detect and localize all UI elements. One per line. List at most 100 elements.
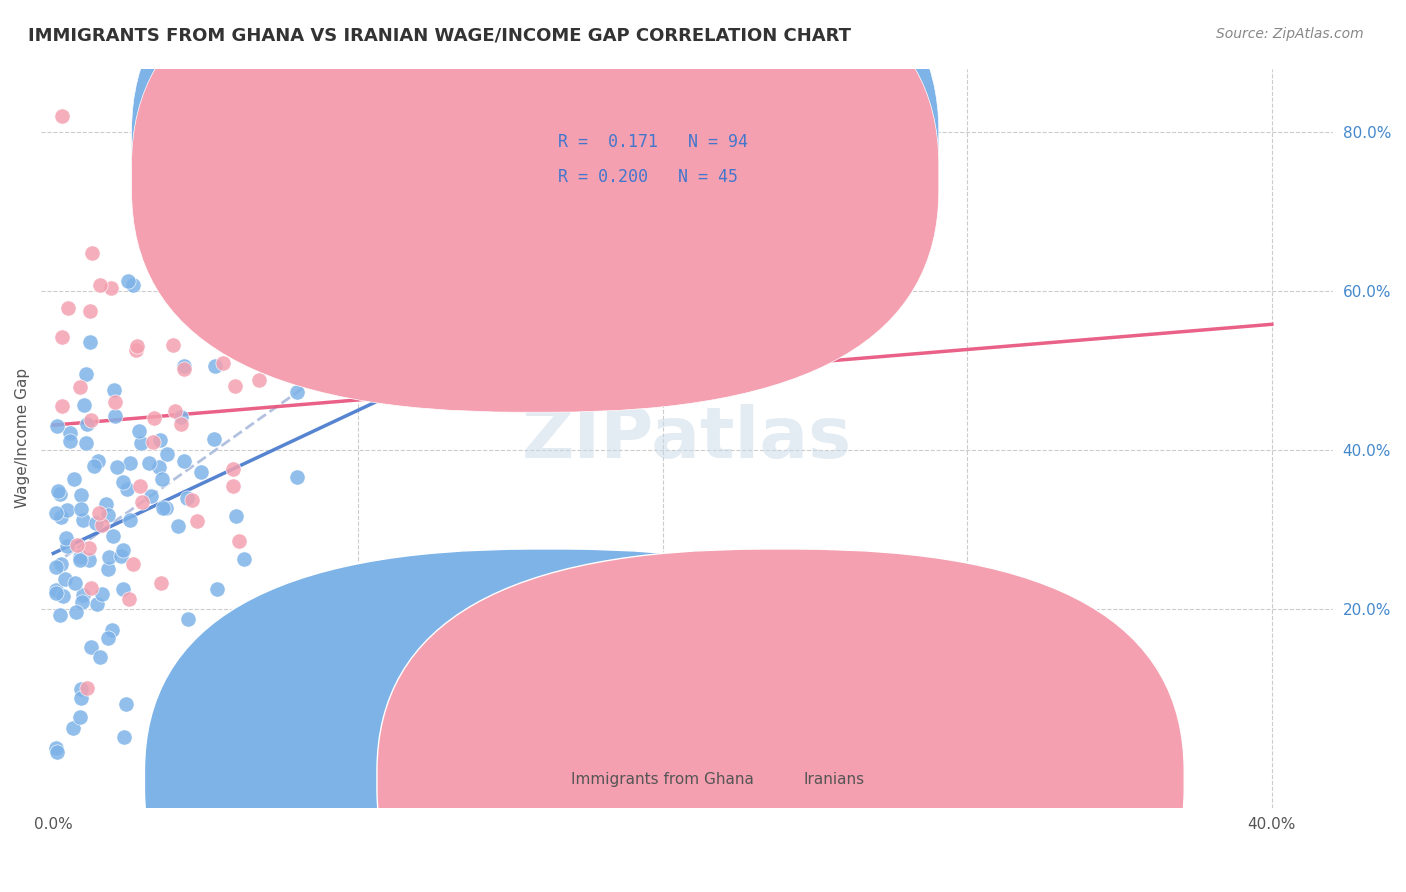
Point (120, 456, 142, 470)
Text: R =  0.171   N = 94: R = 0.171 N = 94 (558, 134, 748, 152)
Point (222, 479, 245, 493)
Point (103, 383, 125, 397)
Point (122, 277, 145, 292)
Point (65, 575, 87, 590)
Point (152, 500, 174, 515)
Point (285, 385, 308, 400)
Point (77, 552, 100, 566)
Point (79, 334, 101, 349)
Point (186, 514, 208, 528)
Point (45, 740, 67, 755)
Point (285, 470, 308, 484)
Point (86, 453, 108, 467)
Point (98, 549, 121, 564)
Text: Iranians: Iranians (803, 772, 865, 787)
Point (72, 588, 94, 602)
Point (148, 459, 170, 474)
Point (110, 549, 132, 563)
Point (72, 513, 94, 527)
Point (264, 189, 287, 203)
Point (406, 593, 429, 607)
Point (276, 359, 298, 374)
Point (75, 435, 97, 450)
Point (228, 533, 250, 548)
Point (46, 419, 69, 434)
Point (207, 582, 229, 596)
Point (80, 245, 103, 260)
FancyBboxPatch shape (145, 549, 952, 892)
Point (69, 379, 91, 393)
Point (142, 434, 165, 449)
Point (162, 337, 184, 351)
Point (115, 482, 138, 496)
Point (232, 552, 254, 566)
Text: ZIPatlas: ZIPatlas (522, 403, 852, 473)
Point (105, 459, 128, 474)
Point (219, 315, 242, 329)
Point (83, 459, 105, 474)
Point (104, 409, 127, 424)
Point (48, 484, 70, 499)
Point (170, 409, 193, 424)
Point (45, 586, 67, 600)
Point (142, 411, 165, 425)
Point (59, 426, 82, 441)
Point (69, 710, 91, 724)
Y-axis label: Wage/Income Gap: Wage/Income Gap (15, 368, 30, 508)
Point (176, 612, 198, 626)
Text: IMMIGRANTS FROM GHANA VS IRANIAN WAGE/INCOME GAP CORRELATION CHART: IMMIGRANTS FROM GHANA VS IRANIAN WAGE/IN… (28, 27, 851, 45)
Point (59, 434, 82, 449)
Point (89, 277, 111, 292)
Point (79, 413, 101, 427)
Point (128, 424, 150, 438)
Point (173, 454, 195, 468)
Point (139, 489, 162, 503)
Point (66, 538, 89, 552)
Point (149, 433, 172, 447)
FancyBboxPatch shape (481, 117, 868, 205)
Point (312, 260, 335, 275)
Point (49, 509, 72, 524)
Point (62, 721, 84, 735)
Point (117, 274, 139, 288)
Point (69, 501, 91, 516)
Point (155, 447, 177, 461)
Point (202, 432, 225, 446)
Point (101, 529, 124, 543)
Point (138, 456, 160, 470)
Point (65, 605, 87, 619)
Point (80, 640, 103, 655)
Point (274, 186, 297, 201)
Point (225, 508, 247, 523)
Point (69, 553, 91, 567)
Point (48, 487, 70, 501)
FancyBboxPatch shape (132, 0, 939, 379)
Point (45, 506, 67, 520)
Point (100, 281, 122, 295)
Point (114, 697, 136, 711)
Point (91, 587, 114, 601)
Point (51, 330, 73, 344)
Point (45, 583, 67, 598)
Point (69, 549, 91, 564)
FancyBboxPatch shape (377, 549, 1184, 892)
Point (75, 368, 97, 382)
Point (56, 539, 79, 553)
Point (176, 491, 198, 505)
Point (51, 109, 73, 123)
Point (122, 557, 145, 571)
Point (112, 582, 135, 596)
Point (97, 508, 120, 523)
Point (51, 400, 73, 414)
Point (69, 690, 91, 705)
Point (173, 362, 195, 376)
Point (58, 301, 80, 315)
Point (167, 519, 190, 533)
Point (91, 518, 114, 533)
Point (70, 594, 93, 608)
Point (77, 541, 100, 555)
Point (117, 592, 139, 607)
Point (170, 417, 193, 432)
Point (224, 379, 246, 393)
Point (211, 356, 233, 370)
